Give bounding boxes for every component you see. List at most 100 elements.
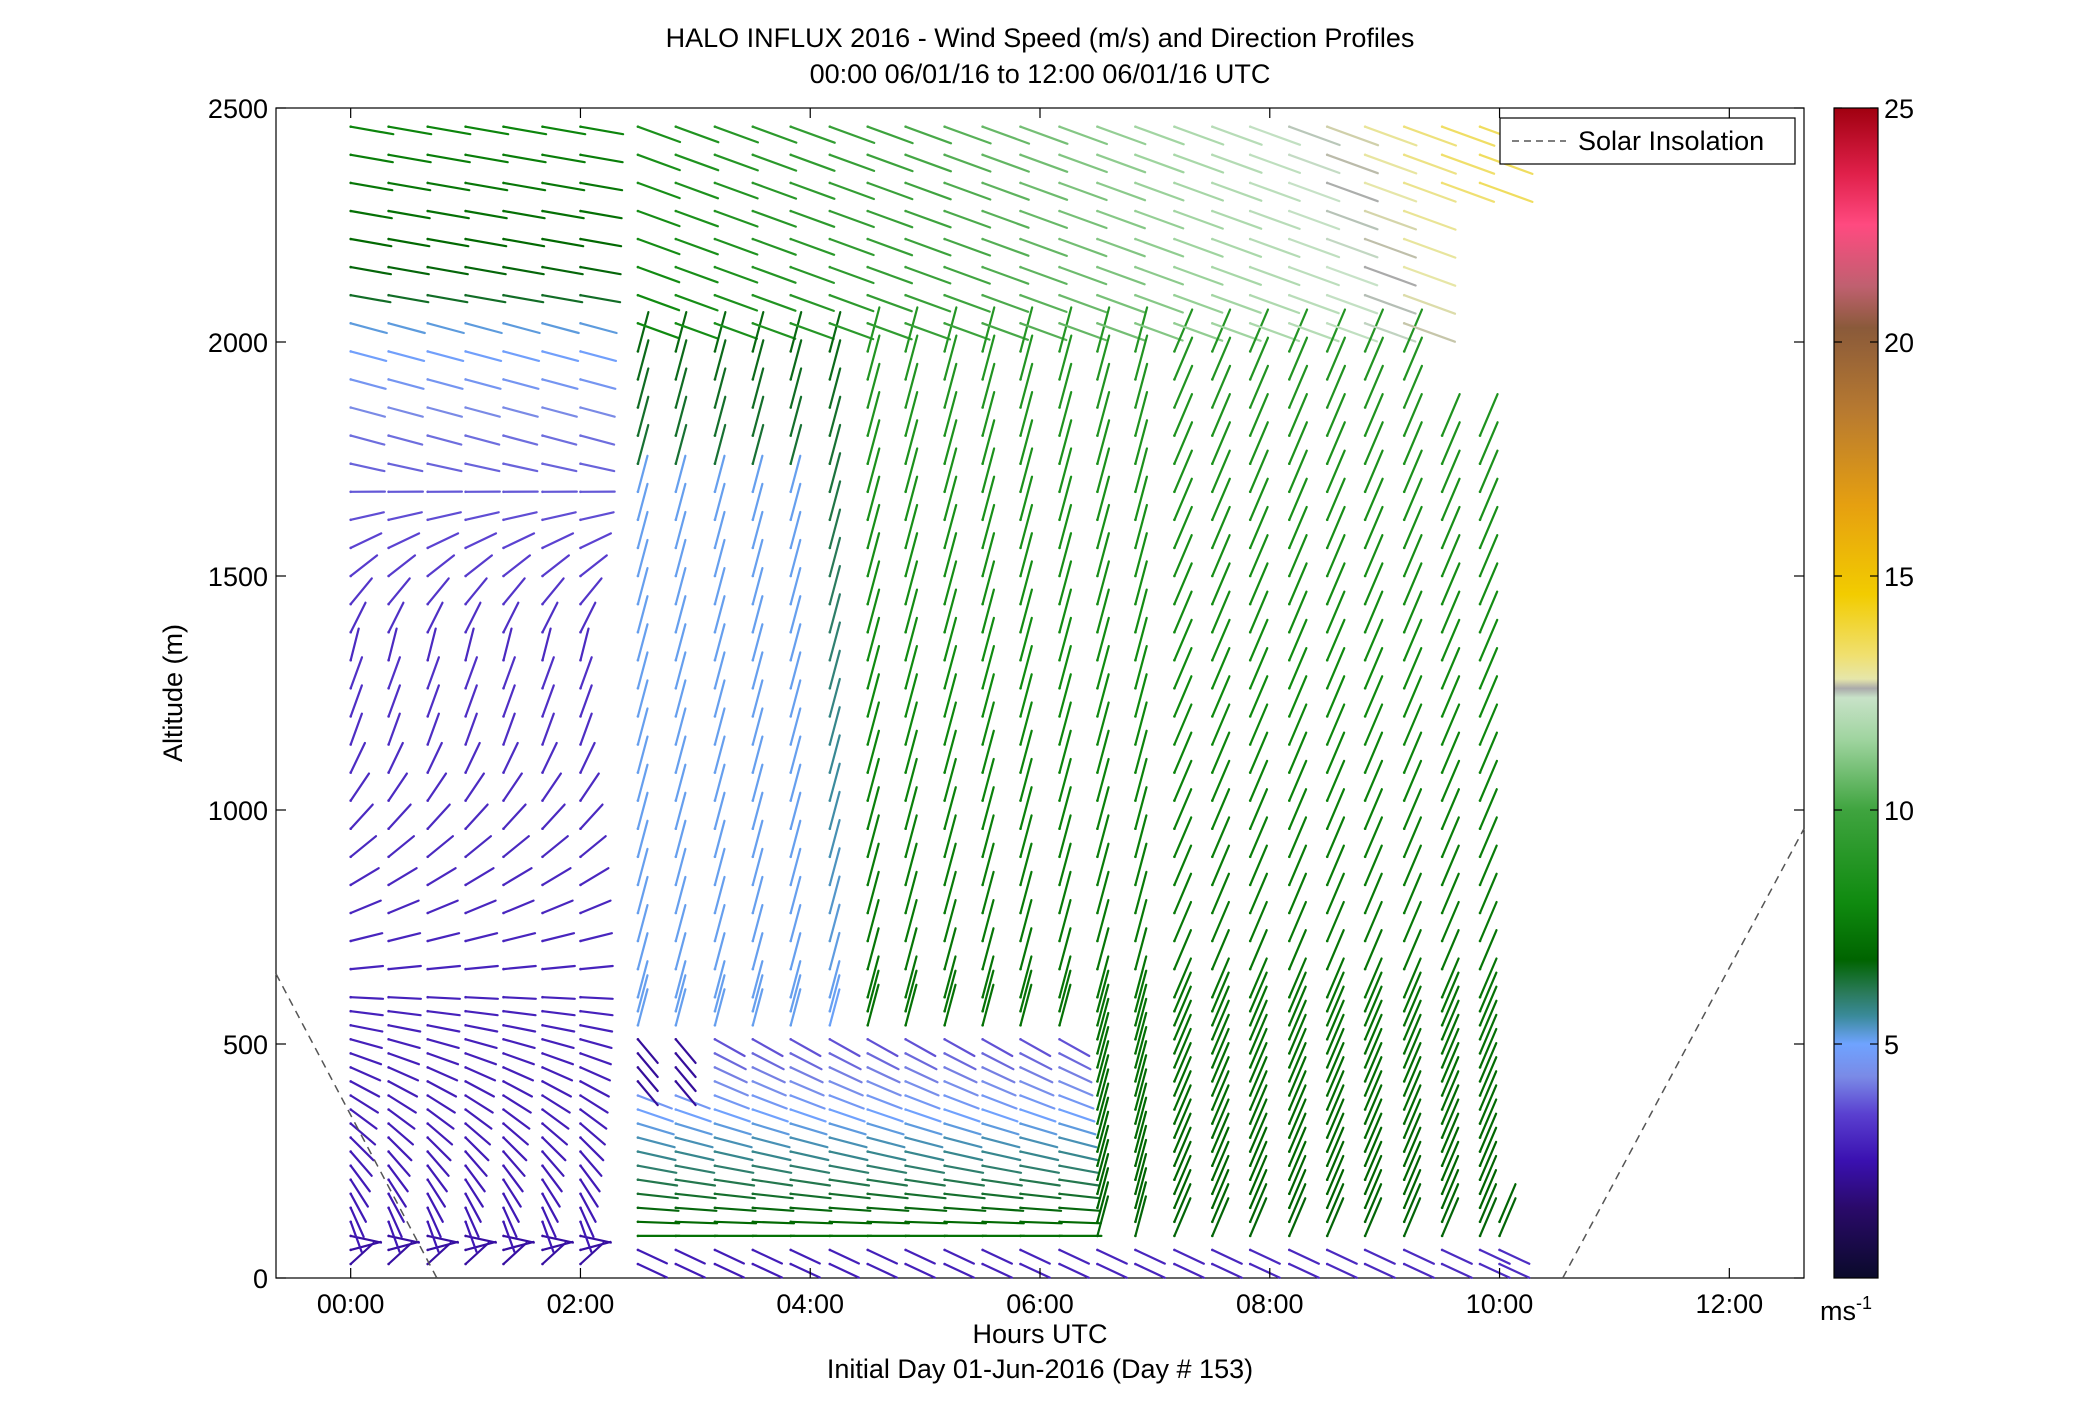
wind-barb-origin	[1096, 462, 1099, 466]
wind-barb-origin	[636, 378, 640, 381]
wind-barb-origin	[426, 1024, 430, 1027]
wind-barb	[387, 712, 401, 746]
wind-barb	[1173, 618, 1193, 662]
wind-barb	[789, 395, 803, 437]
wind-barb-origin	[1058, 1066, 1061, 1069]
wind-barb	[1249, 1070, 1268, 1111]
wind-barb-origin	[464, 630, 467, 634]
wind-barb	[1363, 1098, 1383, 1139]
wind-barb-origin	[541, 827, 544, 830]
wind-barb-origin	[349, 967, 353, 971]
wind-barb-origin	[674, 1206, 678, 1210]
wind-barb	[1096, 1124, 1110, 1167]
wind-barb	[1288, 900, 1308, 943]
wind-barb-origin	[387, 293, 390, 297]
wind-barb-origin	[1173, 181, 1176, 185]
wind-barb-origin	[943, 658, 946, 662]
wind-barb	[1363, 985, 1383, 1027]
wind-barb	[1173, 1056, 1192, 1097]
wind-barb	[387, 1178, 407, 1208]
wind-barb	[464, 1024, 499, 1033]
wind-barb-origin	[1248, 1108, 1252, 1111]
wind-barb-origin	[1363, 574, 1367, 578]
wind-barb-origin	[1288, 1038, 1291, 1041]
wind-barb	[1019, 266, 1068, 285]
wind-barb-origin	[1325, 1150, 1329, 1153]
wind-barb-origin	[1248, 153, 1252, 157]
wind-barb-origin	[943, 602, 946, 606]
wind-barb	[387, 1206, 403, 1239]
wind-barb	[1134, 1025, 1148, 1069]
wind-barb-origin	[866, 939, 869, 943]
wind-barb-origin	[904, 1136, 907, 1139]
wind-barb	[1326, 562, 1346, 606]
wind-barb	[1134, 475, 1149, 521]
wind-barb-origin	[1058, 1206, 1061, 1210]
wind-barb-origin	[828, 181, 832, 185]
wind-barb-origin	[1440, 462, 1444, 466]
wind-barb	[426, 434, 463, 446]
wind-barb-origin	[1019, 658, 1022, 662]
wind-barb-origin	[387, 237, 390, 241]
wind-barb	[904, 447, 919, 493]
wind-barb-origin	[789, 883, 792, 887]
wind-barb	[751, 339, 765, 381]
wind-barb-origin	[713, 574, 717, 578]
wind-barb-origin	[1096, 1080, 1099, 1083]
wind-barb	[541, 772, 563, 802]
wind-barb	[541, 899, 574, 915]
wind-barb-origin	[1363, 855, 1367, 859]
wind-barb-origin	[1096, 237, 1099, 241]
wind-barb	[1363, 999, 1383, 1041]
wind-barb	[1173, 308, 1194, 353]
wind-barb-origin	[464, 827, 467, 830]
wind-barb	[1288, 816, 1308, 858]
wind-barb	[349, 772, 371, 802]
wind-barb	[713, 367, 727, 409]
wind-barb-origin	[1325, 1122, 1329, 1125]
wind-barb	[502, 1024, 537, 1033]
wind-barb	[426, 406, 463, 418]
wind-barb-origin	[751, 1108, 755, 1111]
wind-barb	[789, 847, 802, 887]
wind-barb	[1478, 1168, 1498, 1209]
wind-barb	[789, 960, 802, 999]
wind-barb-origin	[904, 1262, 907, 1266]
wind-barb-origin	[981, 1248, 984, 1252]
wind-barb	[674, 1150, 715, 1162]
wind-barb	[1363, 1183, 1383, 1223]
wind-barb	[789, 454, 802, 493]
wind-barb-origin	[464, 1220, 467, 1224]
wind-barb-origin	[789, 1150, 792, 1153]
wind-barb	[541, 1122, 569, 1146]
wind-barb	[674, 1066, 697, 1093]
wind-barb	[1440, 618, 1461, 662]
wind-barb	[789, 209, 836, 228]
wind-barb	[981, 955, 995, 999]
wind-barb-origin	[579, 1248, 582, 1252]
wind-barb-origin	[904, 237, 907, 241]
wind-barb	[579, 1108, 608, 1130]
wind-barb	[426, 1108, 455, 1130]
wind-barb-origin	[464, 1150, 467, 1153]
wind-barb-origin	[751, 490, 755, 494]
x-tick-label: 12:00	[1696, 1289, 1764, 1319]
wind-barb-origin	[579, 687, 582, 690]
wind-barb	[541, 684, 555, 718]
wind-barb	[1478, 999, 1498, 1041]
wind-barb-origin	[636, 209, 640, 213]
wind-barb-origin	[1019, 1009, 1022, 1013]
wind-barb	[541, 577, 565, 606]
wind-barb-origin	[1288, 1108, 1291, 1111]
wind-barb	[1478, 1056, 1498, 1097]
wind-barb	[1478, 929, 1498, 971]
wind-barb-origin	[713, 490, 717, 494]
wind-barb-origin	[828, 771, 832, 774]
wind-barb	[502, 867, 533, 887]
wind-barb	[541, 1164, 563, 1193]
wind-barb	[464, 1220, 478, 1253]
wind-barb	[1498, 1262, 1531, 1279]
wind-barb	[1058, 870, 1072, 915]
wind-barb	[713, 1136, 753, 1149]
wind-barb	[541, 378, 579, 390]
